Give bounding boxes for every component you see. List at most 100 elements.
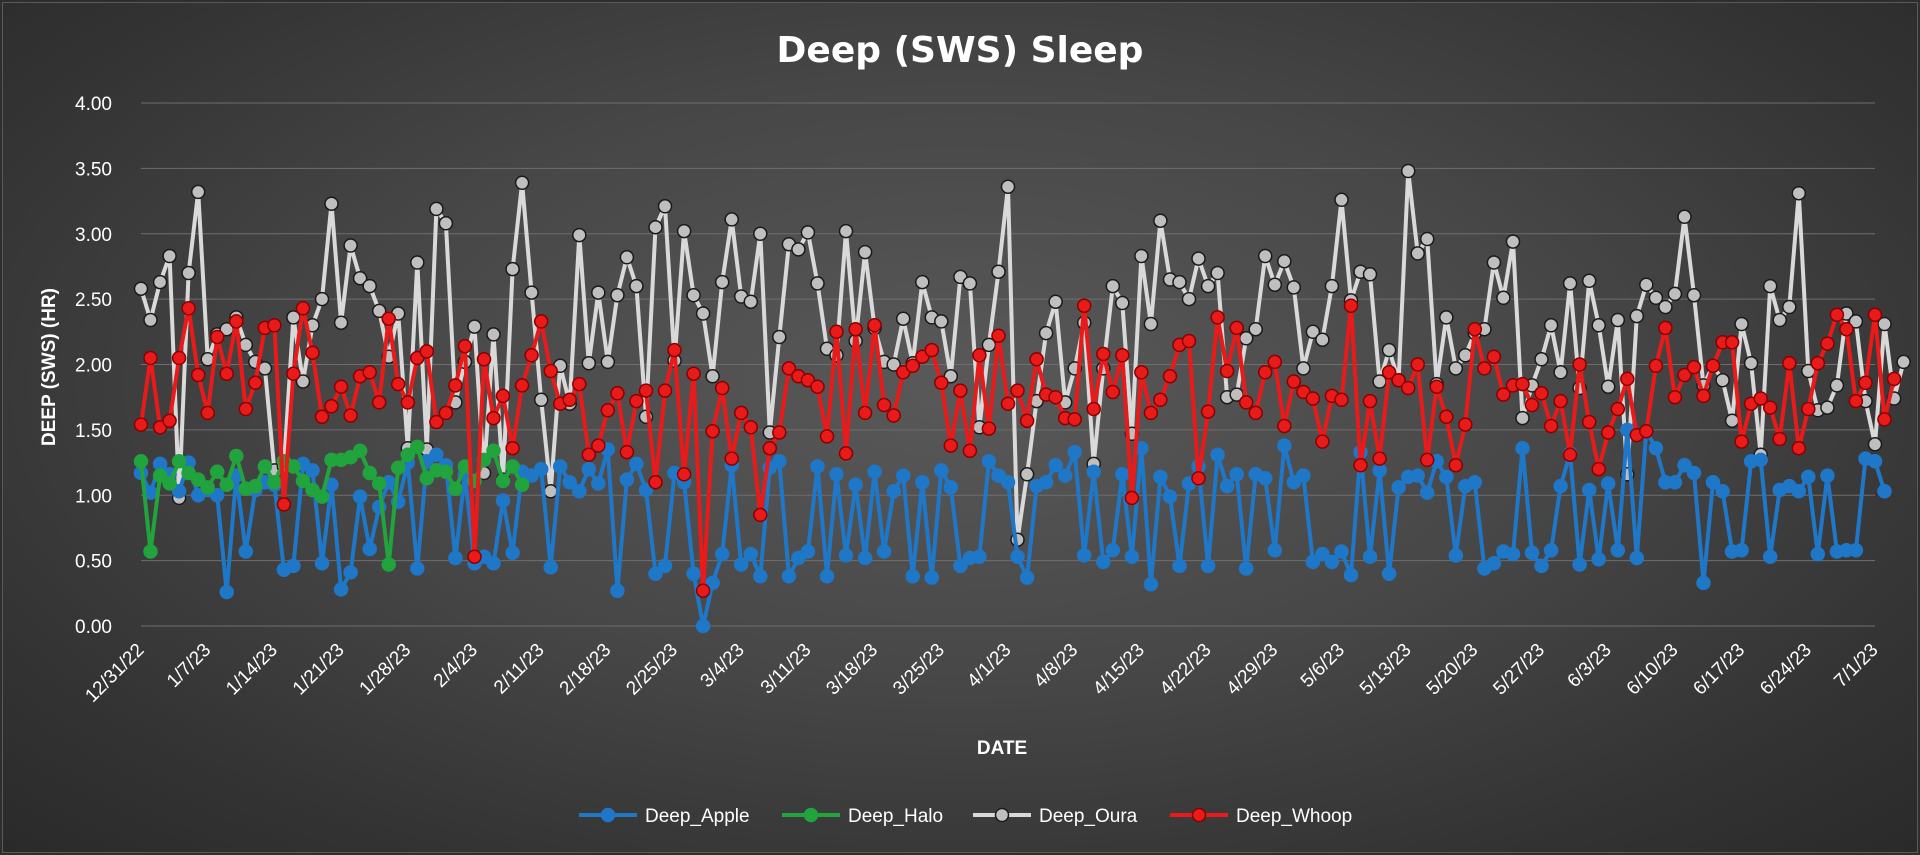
data-point xyxy=(352,270,368,286)
data-point xyxy=(572,227,587,243)
data-point xyxy=(1696,388,1711,404)
data-point xyxy=(1048,457,1063,473)
data-point xyxy=(248,478,263,494)
data-point xyxy=(371,303,387,319)
data-point xyxy=(686,287,701,303)
data-point xyxy=(1896,354,1911,370)
data-point xyxy=(705,423,720,439)
data-point xyxy=(1543,318,1559,333)
data-point xyxy=(838,446,854,461)
data-point xyxy=(972,348,987,363)
data-point xyxy=(591,438,606,453)
data-point xyxy=(1105,542,1121,558)
y-axis-ticks: 0.00 0.50 1.00 1.50 2.00 2.50 3.00 3.50 4.00 xyxy=(75,94,112,638)
legend-swatch-marker xyxy=(600,807,616,823)
data-point xyxy=(286,366,301,381)
data-point xyxy=(1867,454,1883,469)
data-point xyxy=(1600,379,1616,394)
data-point xyxy=(238,544,254,559)
data-point xyxy=(324,399,339,414)
data-point xyxy=(429,201,444,217)
data-point xyxy=(619,444,635,460)
legend-item: Deep_Whoop xyxy=(1170,806,1352,827)
data-point xyxy=(276,497,292,512)
data-point xyxy=(1810,355,1826,371)
data-point xyxy=(467,319,482,334)
data-point xyxy=(1000,396,1016,411)
y-tick-label: 2.00 xyxy=(75,356,112,377)
data-point xyxy=(1229,320,1244,336)
data-point xyxy=(438,464,454,479)
data-point xyxy=(1543,418,1559,434)
data-point xyxy=(1153,469,1168,485)
y-tick-label: 3.00 xyxy=(75,225,112,246)
data-point xyxy=(1705,474,1721,490)
data-point xyxy=(333,582,349,597)
data-point xyxy=(1572,357,1587,372)
data-point xyxy=(1820,336,1835,351)
data-point xyxy=(410,439,425,455)
data-point xyxy=(1439,310,1454,325)
data-point xyxy=(314,409,330,425)
data-point xyxy=(1848,542,1864,558)
data-point xyxy=(1381,365,1397,380)
data-point xyxy=(1734,316,1749,332)
data-point xyxy=(1210,310,1225,325)
data-point xyxy=(495,388,511,404)
data-point xyxy=(1791,484,1807,499)
x-axis-title: DATE xyxy=(977,738,1027,759)
data-point xyxy=(915,274,930,290)
data-point xyxy=(1820,400,1835,415)
data-point xyxy=(362,465,377,481)
data-point xyxy=(1019,467,1035,482)
data-point xyxy=(1277,438,1292,453)
data-point xyxy=(972,549,987,564)
data-point xyxy=(629,278,644,294)
data-point xyxy=(209,329,225,345)
data-point xyxy=(1667,474,1683,490)
data-point xyxy=(1010,549,1025,564)
x-axis-ticks: 12/31/22 1/7/23 1/14/23 1/21/23 1/28/23 2/4/2… xyxy=(81,640,1882,707)
data-point xyxy=(1334,544,1349,559)
data-point xyxy=(1038,474,1054,490)
data-point xyxy=(1667,389,1683,405)
data-point xyxy=(514,175,530,191)
data-point xyxy=(1762,400,1778,415)
data-point xyxy=(1134,365,1149,380)
x-tick-label: 5/6/23 xyxy=(1297,640,1349,692)
data-point xyxy=(1277,253,1292,269)
data-point xyxy=(581,461,597,477)
data-point xyxy=(1486,255,1502,270)
data-point xyxy=(953,383,968,398)
data-point xyxy=(295,473,311,489)
data-point xyxy=(171,454,187,469)
y-tick-label: 1.00 xyxy=(75,486,112,507)
data-point xyxy=(448,550,463,566)
x-tick-label: 6/24/23 xyxy=(1756,640,1816,700)
data-point xyxy=(486,327,501,342)
data-point xyxy=(934,375,949,391)
data-point xyxy=(1419,231,1435,247)
data-point xyxy=(1191,471,1206,486)
data-point xyxy=(1019,413,1035,428)
series-deep-whoop xyxy=(133,298,1902,598)
data-point xyxy=(438,405,454,421)
data-point xyxy=(1477,361,1492,376)
data-point xyxy=(1257,365,1273,380)
data-point xyxy=(924,342,940,358)
data-point xyxy=(1448,457,1464,473)
data-point xyxy=(1658,299,1673,315)
data-point xyxy=(657,383,673,398)
data-point xyxy=(1810,546,1826,562)
data-point xyxy=(295,301,311,316)
data-point xyxy=(629,393,644,409)
data-point xyxy=(190,367,206,383)
data-point xyxy=(1524,397,1540,413)
data-point xyxy=(724,212,739,227)
chart-title: Deep (SWS) Sleep xyxy=(777,30,1144,71)
y-axis-title: DEEP (SWS) (HR) xyxy=(39,288,60,446)
x-tick-label: 1/7/23 xyxy=(163,640,215,692)
data-point xyxy=(143,544,158,559)
data-point xyxy=(743,420,759,435)
data-point xyxy=(314,555,330,571)
